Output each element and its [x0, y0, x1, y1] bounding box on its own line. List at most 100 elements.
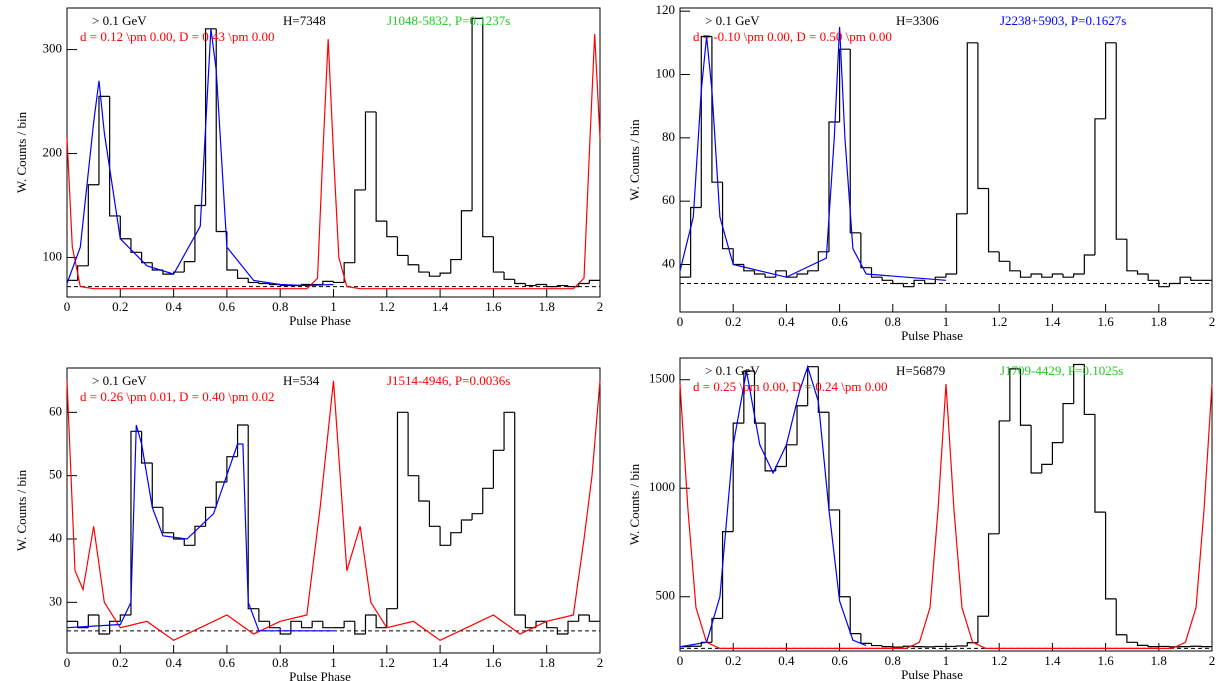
histogram-bin [386, 608, 398, 628]
histogram-bin [77, 265, 89, 281]
pulsar-label: J1048-5832, P=0.1237s [387, 13, 510, 28]
histogram-bin [450, 532, 462, 546]
histogram-bin [173, 532, 185, 540]
histogram-bin [364, 111, 377, 190]
histogram-bin [247, 278, 259, 284]
histogram-bin [743, 370, 755, 424]
histogram-bin [236, 424, 249, 457]
histogram-bin [109, 96, 121, 217]
htest-label: H=7348 [283, 13, 326, 28]
fit-curve [679, 364, 867, 648]
histogram-bin [870, 267, 883, 278]
histogram-bin [151, 463, 163, 508]
panel: 0 0.2 0.4 0.6 0.8 1 1.2 1.4 1.6 1.8 2 40 60 80 100 120 P… [627, 2, 1215, 343]
histogram-bin [492, 449, 505, 489]
histogram-bin [1179, 276, 1191, 284]
energy-label: > 0.1 GeV [705, 13, 760, 28]
histogram-bin [1062, 274, 1074, 278]
histogram-bin [690, 206, 702, 278]
x-tick-label: 0.6 [831, 653, 848, 668]
histogram-bin [588, 279, 600, 284]
x-tick-label: 2 [1209, 653, 1216, 668]
x-tick-label: 0.6 [219, 655, 236, 670]
energy-label: > 0.1 GeV [92, 373, 147, 388]
histogram-bin [1009, 368, 1021, 421]
histogram-bin [194, 525, 206, 546]
histogram-bin [828, 121, 840, 252]
histogram-bin [977, 615, 989, 643]
htest-label: H=56879 [896, 363, 945, 378]
histogram-bin [796, 405, 808, 445]
histogram-bin [1158, 280, 1170, 288]
histogram-bin [556, 284, 569, 287]
x-axis-title: Pulse Phase [289, 669, 351, 681]
histogram-bin [535, 283, 547, 286]
x-tick-label: 1 [943, 653, 950, 668]
histogram-bin [1136, 642, 1149, 646]
histogram-bin [892, 280, 904, 285]
histogram-bin [924, 280, 936, 285]
histogram-bin [119, 614, 131, 622]
histogram-bin [204, 28, 217, 206]
histogram-bin [1083, 364, 1095, 416]
histogram-bin [343, 620, 355, 628]
histogram-bin [258, 608, 270, 622]
histogram-bin [1168, 282, 1181, 287]
histogram-bin [849, 596, 861, 635]
histogram-bin [471, 513, 483, 520]
histogram-bin [870, 643, 883, 647]
histogram-bin [258, 282, 270, 285]
histogram-bin [407, 412, 419, 477]
histogram-bin [247, 425, 259, 610]
y-tick-label: 100 [656, 65, 676, 80]
histogram-bin [977, 42, 989, 190]
histogram-bin [1019, 270, 1032, 278]
histogram-bin [460, 519, 473, 533]
histogram-bin [418, 475, 430, 502]
histogram-bin [556, 627, 569, 635]
y-tick-label: 50 [49, 467, 62, 482]
histogram-bin [966, 42, 978, 214]
histogram-bin [1041, 463, 1053, 474]
histogram-bin [524, 615, 537, 629]
y-tick-label: 60 [662, 192, 675, 207]
histogram-bin [396, 411, 409, 609]
y-tick-label: 1500 [649, 371, 675, 386]
x-tick-label: 1.4 [432, 299, 449, 314]
histogram-bin [290, 620, 302, 634]
histogram-bin [839, 509, 851, 598]
histogram-bin [934, 276, 946, 284]
histogram-bin [987, 188, 1000, 253]
histogram-bin [439, 272, 451, 277]
x-tick-label: 1.8 [539, 655, 555, 670]
histogram-bin [1094, 118, 1106, 255]
histogram-bin [87, 184, 99, 266]
histogram-bin [183, 539, 195, 546]
histogram-bin [817, 251, 829, 271]
y-axis-title: W. Counts / bin [14, 469, 29, 551]
histogram-bin [1115, 598, 1127, 636]
histogram-bin [711, 617, 723, 643]
histogram-bin [535, 620, 547, 628]
histogram-bin [418, 264, 430, 273]
htest-label: H=534 [283, 373, 320, 388]
histogram-bin [987, 533, 1000, 617]
histogram-bin [354, 621, 366, 635]
x-axis-title: Pulse Phase [901, 667, 963, 681]
x-tick-label: 0.8 [885, 653, 901, 668]
histogram-bin [1009, 261, 1021, 272]
histogram-bin [785, 444, 798, 467]
histogram-bin [700, 35, 712, 208]
histogram-bin [578, 614, 590, 622]
histogram-bin [860, 633, 872, 645]
histogram-bin [1147, 645, 1159, 648]
x-tick-label: 1.2 [379, 299, 395, 314]
histogram-bin [1073, 273, 1085, 278]
histogram-bin [839, 48, 851, 122]
histogram-bin [300, 621, 313, 629]
histogram-bin [450, 258, 462, 274]
histogram-bin [428, 272, 441, 277]
radio-curve [66, 380, 601, 642]
x-tick-label: 0.2 [725, 653, 741, 668]
